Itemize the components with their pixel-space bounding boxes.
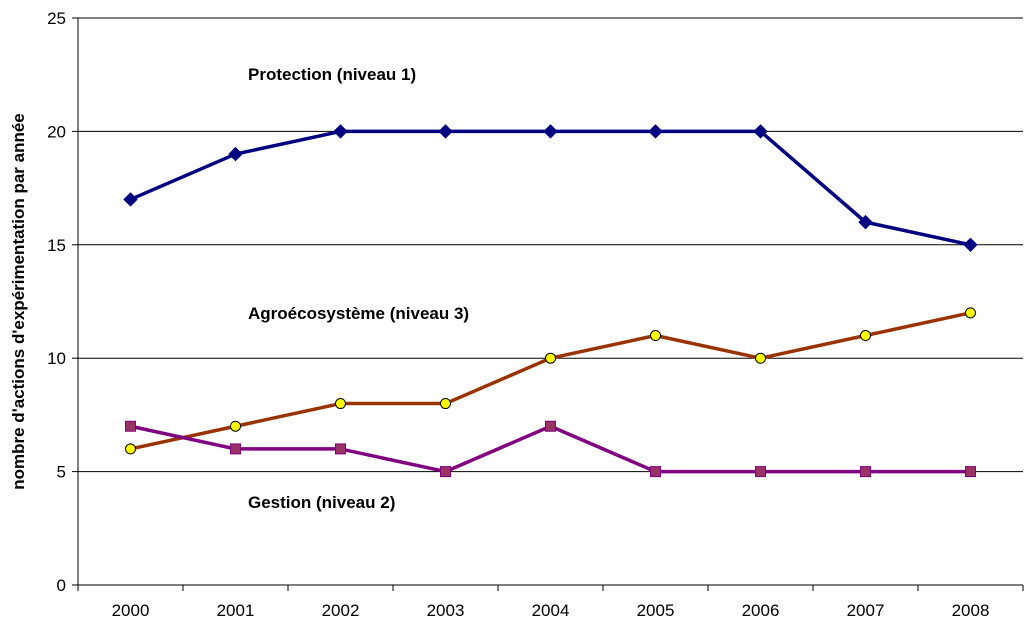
data-point-diamond [543, 124, 558, 139]
x-tick-label: 2006 [742, 601, 780, 620]
data-point-square [650, 466, 661, 478]
x-tick-label: 2005 [637, 601, 675, 620]
data-point-diamond [228, 146, 243, 162]
data-point-circle [650, 330, 661, 342]
data-point-square [125, 420, 136, 432]
data-point-circle [755, 352, 766, 364]
y-axis-title: nombre d'actions d'expérimentation par a… [9, 113, 28, 490]
data-point-diamond [963, 237, 978, 253]
data-point-circle [440, 398, 451, 410]
series-label: Protection (niveau 1) [248, 65, 416, 84]
data-point-square [965, 466, 976, 478]
series-markers [123, 124, 978, 478]
data-point-square [755, 466, 766, 478]
data-point-circle [230, 420, 241, 432]
tick-labels: 0 5 10 15 20 25 2000 2001 2002 2003 2004 2005 2006 20… [47, 9, 989, 620]
y-tick-label: 5 [57, 463, 66, 482]
x-tick-label: 2007 [847, 601, 885, 620]
axes [72, 17, 1024, 591]
data-point-circle [860, 330, 871, 342]
data-point-square [545, 420, 556, 432]
data-point-diamond [123, 192, 138, 207]
x-tick-label: 2001 [217, 601, 255, 620]
x-tick-label: 2002 [322, 601, 360, 620]
series-labels: Protection (niveau 1) Agroécosystème (niv… [248, 65, 469, 512]
data-point-square [230, 443, 241, 455]
series-line [130, 424, 971, 474]
series-lines [129, 129, 971, 474]
data-point-diamond [858, 214, 873, 230]
y-tick-label: 10 [47, 349, 66, 368]
data-point-square [860, 466, 871, 478]
gridlines [78, 17, 1023, 473]
x-tick-label: 2003 [427, 601, 465, 620]
data-point-circle [335, 398, 346, 410]
y-tick-label: 25 [47, 9, 66, 28]
data-point-square [335, 443, 346, 455]
data-point-diamond [333, 124, 348, 139]
series-line [129, 129, 971, 247]
x-tick-label: 2000 [112, 601, 150, 620]
series-label: Agroécosystème (niveau 3) [248, 304, 469, 323]
y-tick-label: 15 [47, 236, 66, 255]
data-point-diamond [648, 124, 663, 139]
series-label: Gestion (niveau 2) [248, 493, 395, 512]
data-point-circle [545, 352, 556, 364]
x-tick-label: 2008 [952, 601, 990, 620]
data-point-diamond [753, 124, 768, 139]
x-tick-label: 2004 [532, 601, 570, 620]
data-point-square [440, 466, 451, 478]
data-point-circle [125, 443, 136, 455]
y-tick-label: 20 [47, 122, 66, 141]
data-point-diamond [438, 124, 453, 139]
data-point-circle [965, 307, 976, 319]
y-tick-label: 0 [57, 576, 66, 595]
